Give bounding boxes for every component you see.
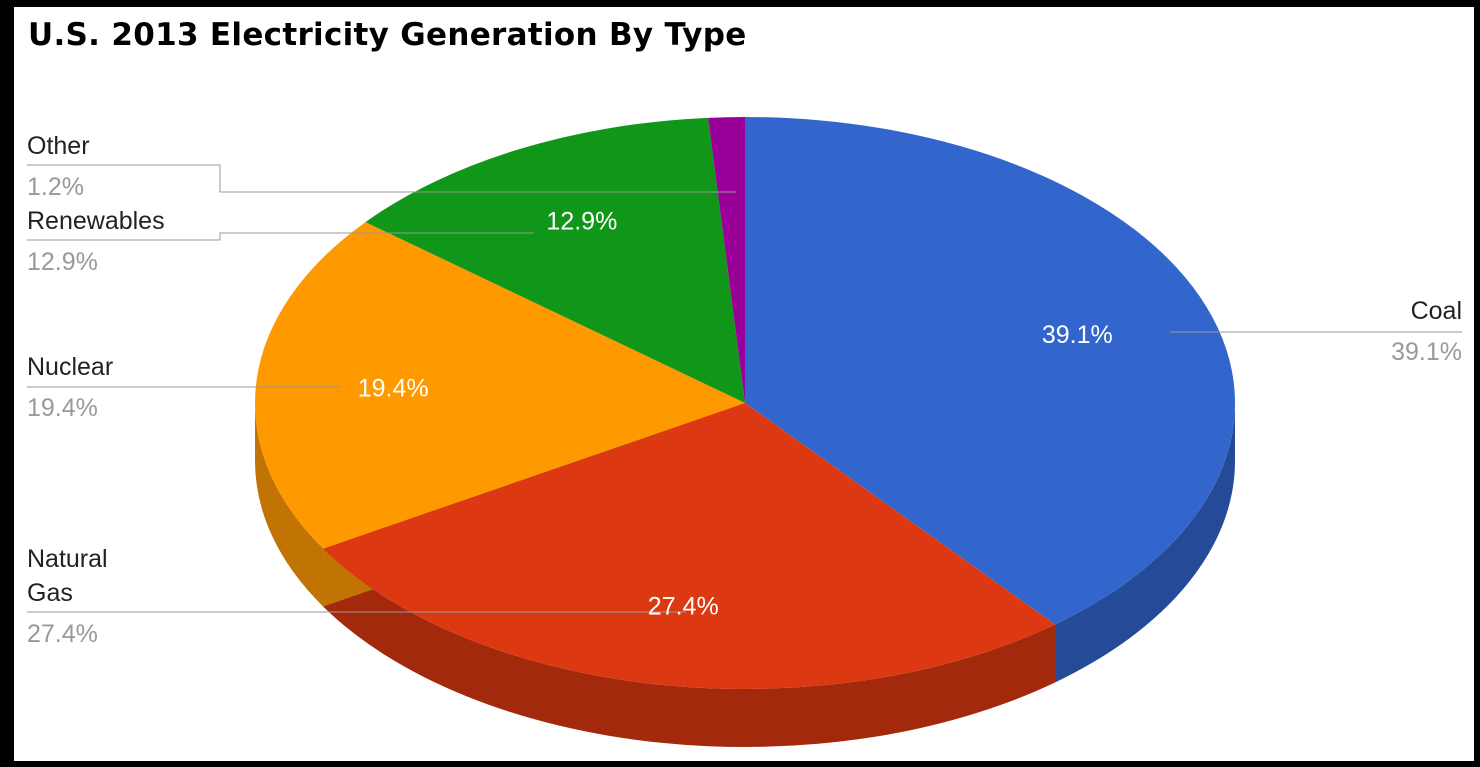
pie-slice-natural-gas bbox=[323, 403, 1055, 689]
slice-value-label-renewables: 12.9% bbox=[546, 207, 617, 235]
chart-title: U.S. 2013 Electricity Generation By Type bbox=[28, 17, 747, 53]
pie-side-natural-gas bbox=[323, 548, 1055, 747]
slice-value-labels: 39.1% 27.4% 19.4% 12.9% bbox=[358, 207, 1113, 620]
slice-percent-label-nuclear: 19.4% bbox=[27, 394, 98, 422]
slice-percent-label-coal: 39.1% bbox=[1391, 338, 1462, 366]
slice-name-label-natural-gas: Gas bbox=[27, 579, 73, 607]
slice-percent-label-renewables: 12.9% bbox=[27, 248, 98, 276]
leader-line-other bbox=[27, 164, 736, 193]
pie-tops bbox=[255, 117, 1235, 689]
pie-slice-nuclear bbox=[255, 222, 745, 549]
chart-panel: U.S. 2013 Electricity Generation By Type… bbox=[14, 7, 1474, 761]
slice-name-label-natural-gas: Natural bbox=[27, 545, 108, 573]
slice-name-label-coal: Coal bbox=[1411, 297, 1462, 325]
slice-name-labels: Other 1.2% Renewables 12.9% Nuclear 19.4% Natu… bbox=[27, 132, 1462, 648]
leader-lines bbox=[27, 164, 1462, 613]
slice-value-label-coal: 39.1% bbox=[1042, 321, 1113, 349]
slice-name-label-other: Other bbox=[27, 132, 90, 160]
pie-chart: 39.1% 27.4% 19.4% 12.9% Other 1.2% Renewables… bbox=[27, 117, 1462, 747]
slice-value-label-natural-gas: 27.4% bbox=[648, 593, 719, 621]
slice-percent-label-natural-gas: 27.4% bbox=[27, 620, 98, 648]
slice-name-label-renewables: Renewables bbox=[27, 207, 165, 235]
pie-side-coal bbox=[1054, 403, 1235, 683]
slice-value-label-nuclear: 19.4% bbox=[358, 374, 429, 402]
pie-side-nuclear bbox=[255, 403, 324, 607]
pie-slice-other bbox=[708, 117, 745, 403]
pie-slice-coal bbox=[745, 117, 1235, 625]
leader-line-renewables bbox=[27, 232, 534, 241]
pie-slice-renewables bbox=[365, 117, 745, 403]
slice-percent-label-other: 1.2% bbox=[27, 173, 84, 201]
slice-name-label-nuclear: Nuclear bbox=[27, 353, 113, 381]
